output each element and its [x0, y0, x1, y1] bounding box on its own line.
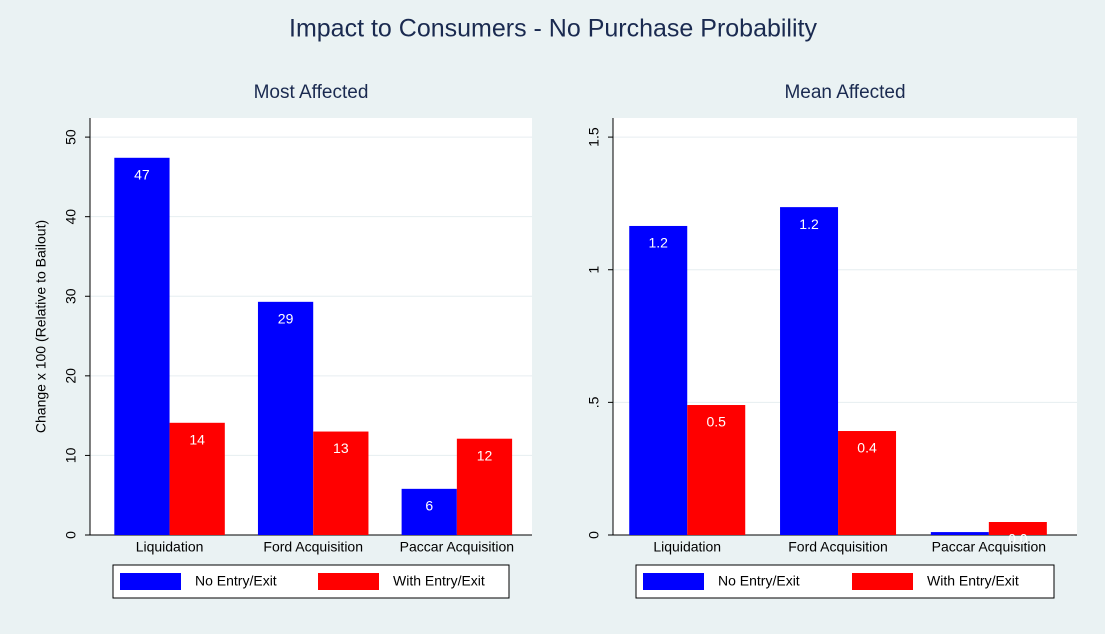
- y-tick-label: 30: [63, 288, 79, 304]
- value-label: 6: [425, 498, 433, 514]
- value-label: 1.2: [649, 235, 669, 251]
- legend-label: With Entry/Exit: [927, 573, 1019, 589]
- legend-label: No Entry/Exit: [718, 573, 800, 589]
- value-label: 29: [278, 311, 294, 327]
- y-tick-label: 10: [63, 447, 79, 463]
- bar: [838, 431, 897, 535]
- y-tick-label: 0: [63, 531, 79, 539]
- value-label: 0.5: [707, 414, 727, 430]
- y-tick-label: .5: [586, 396, 602, 408]
- bar: [169, 422, 225, 535]
- value-label: 1.2: [799, 216, 819, 232]
- value-label: 14: [189, 431, 205, 447]
- panel-title: Mean Affected: [784, 82, 905, 103]
- x-tick-label: Paccar Acquisition: [400, 539, 514, 555]
- bar: [313, 431, 369, 535]
- bar: [629, 225, 688, 535]
- bar: [687, 405, 746, 535]
- y-tick-label: 40: [63, 209, 79, 225]
- bar: [401, 488, 457, 535]
- y-tick-label: 20: [63, 368, 79, 384]
- legend-label: No Entry/Exit: [195, 573, 277, 589]
- x-tick-label: Ford Acquisition: [788, 539, 888, 555]
- value-label: 13: [333, 440, 349, 456]
- value-label: 12: [477, 447, 493, 463]
- y-axis-label: Change x 100 (Relative to Bailout): [33, 220, 49, 433]
- panel-title: Most Affected: [254, 82, 369, 103]
- chart-title: Impact to Consumers - No Purchase Probab…: [289, 15, 817, 43]
- y-tick-label: 1.5: [586, 127, 602, 147]
- bar: [988, 522, 1047, 535]
- legend-label: With Entry/Exit: [393, 573, 485, 589]
- x-tick-label: Paccar Acquisition: [932, 539, 1046, 555]
- x-tick-label: Liquidation: [136, 539, 204, 555]
- legend-swatch: [120, 573, 181, 590]
- legend-swatch: [318, 573, 379, 590]
- value-label: 0.0: [1008, 531, 1028, 547]
- legend-swatch: [643, 573, 704, 590]
- bar: [114, 157, 170, 535]
- x-tick-label: Liquidation: [653, 539, 721, 555]
- y-tick-label: 50: [63, 129, 79, 145]
- bar: [930, 532, 989, 535]
- legend-box: [635, 564, 1055, 599]
- legend-swatch: [852, 573, 913, 590]
- x-tick-label: Ford Acquisition: [263, 539, 363, 555]
- value-label: 47: [134, 166, 150, 182]
- bar: [780, 207, 839, 536]
- y-tick-label: 0: [586, 531, 602, 539]
- bar: [257, 301, 314, 535]
- value-label: 0.4: [857, 440, 877, 456]
- bar: [456, 438, 513, 535]
- y-tick-label: 1: [586, 266, 602, 274]
